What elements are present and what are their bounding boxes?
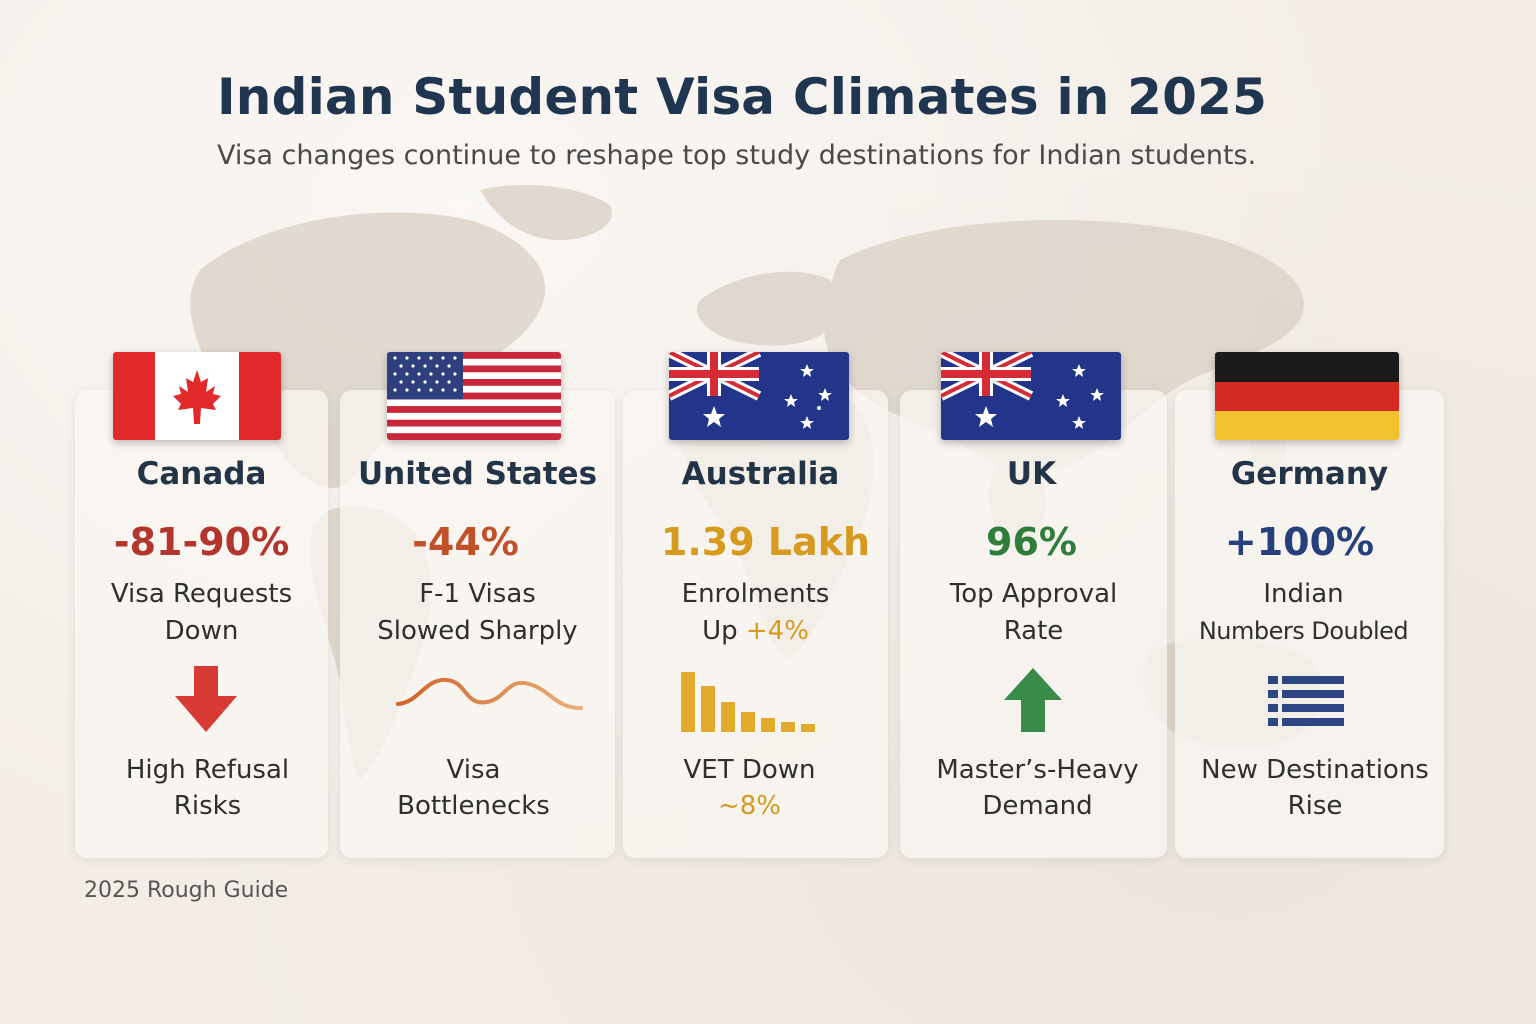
uk-flag-icon [941, 352, 1121, 440]
list-icon [1268, 676, 1344, 726]
stat-description: Enrolments Up +4% [623, 576, 888, 650]
desc-line-2: Up +4% [623, 613, 888, 650]
page-subtitle: Visa changes continue to reshape top stu… [217, 140, 1257, 171]
column-uk: UK 96% Top Approval Rate Master’s-Heavy … [900, 0, 1167, 1024]
card-germany [1175, 390, 1444, 858]
up-arrow-icon [1004, 668, 1062, 732]
country-name: Germany [1230, 456, 1389, 492]
down-arrow-icon [175, 666, 237, 732]
footer-label: 2025 Rough Guide [84, 878, 289, 903]
desc-line-2-highlight: +4% [745, 616, 809, 646]
column-australia: Australia 1.39 Lakh Enrolments Up +4% VE… [623, 0, 888, 1024]
column-united-states: United States -44% F-1 Visas Slowed Shar… [340, 0, 615, 1024]
column-canada: Canada -81-90% Visa Requests Down High R… [75, 0, 328, 1024]
germany-flag-icon [1215, 352, 1399, 440]
stat-value: +100% [1224, 520, 1375, 564]
stat-value: -81-90% [113, 520, 290, 564]
desc-line-1: F-1 Visas [419, 579, 536, 609]
stat-description: Visa Requests Down [75, 576, 328, 650]
footnote: Visa Bottlenecks [336, 752, 611, 824]
footnote: High Refusal Risks [81, 752, 334, 824]
foot-line-1: Master’s-Heavy [936, 755, 1139, 785]
card-canada [75, 390, 328, 858]
card-uk [900, 390, 1167, 858]
foot-line-1: VET Down [683, 755, 816, 785]
country-name: UK [1006, 456, 1057, 492]
column-germany: Germany +100% Indian Numbers Doubled New… [1175, 0, 1444, 1024]
desc-line-2: Numbers Doubled [1198, 617, 1409, 645]
foot-line-1: High Refusal [125, 755, 290, 785]
usa-flag-icon [387, 352, 561, 440]
desc-line-1: Indian [1263, 579, 1344, 609]
australia-flag-icon [669, 352, 849, 440]
footnote: VET Down ~8% [617, 752, 882, 824]
country-name: United States [357, 456, 598, 492]
stat-description: F-1 Visas Slowed Sharply [340, 576, 615, 650]
foot-line-2: Risks [173, 791, 242, 821]
wave-line-icon [396, 677, 583, 710]
foot-line-1: Visa [446, 755, 501, 785]
desc-line-2: Down [164, 616, 239, 646]
footnote: Master’s-Heavy Demand [904, 752, 1171, 824]
desc-line-2: Slowed Sharply [377, 616, 578, 646]
card-australia [623, 390, 888, 858]
foot-line-1: New Destinations [1201, 755, 1429, 785]
desc-line-1: Top Approval [949, 579, 1118, 609]
page-title: Indian Student Visa Climates in 2025 [217, 68, 1268, 126]
canada-flag-icon [113, 352, 281, 440]
stat-description: Top Approval Rate [900, 576, 1167, 650]
foot-line-2: Rise [1287, 791, 1343, 821]
bar-chart-icon [681, 672, 815, 732]
stat-value: 1.39 Lakh [660, 520, 871, 564]
stat-value: 96% [986, 520, 1077, 564]
foot-line-2: Bottlenecks [397, 791, 550, 821]
desc-line-2: Rate [1003, 616, 1064, 646]
stat-description: Indian Numbers Doubled [1169, 576, 1438, 650]
stat-value: -44% [412, 520, 519, 564]
foot-line-2: Demand [982, 791, 1093, 821]
desc-line-2-prefix: Up [702, 616, 746, 646]
desc-line-1: Enrolments [681, 579, 830, 609]
desc-line-1: Visa Requests [110, 579, 293, 609]
foot-line-2: ~8% [717, 791, 782, 821]
country-name: Canada [136, 456, 267, 492]
footnote: New Destinations Rise [1185, 752, 1445, 824]
country-name: Australia [681, 456, 840, 492]
card-united-states [340, 390, 615, 858]
